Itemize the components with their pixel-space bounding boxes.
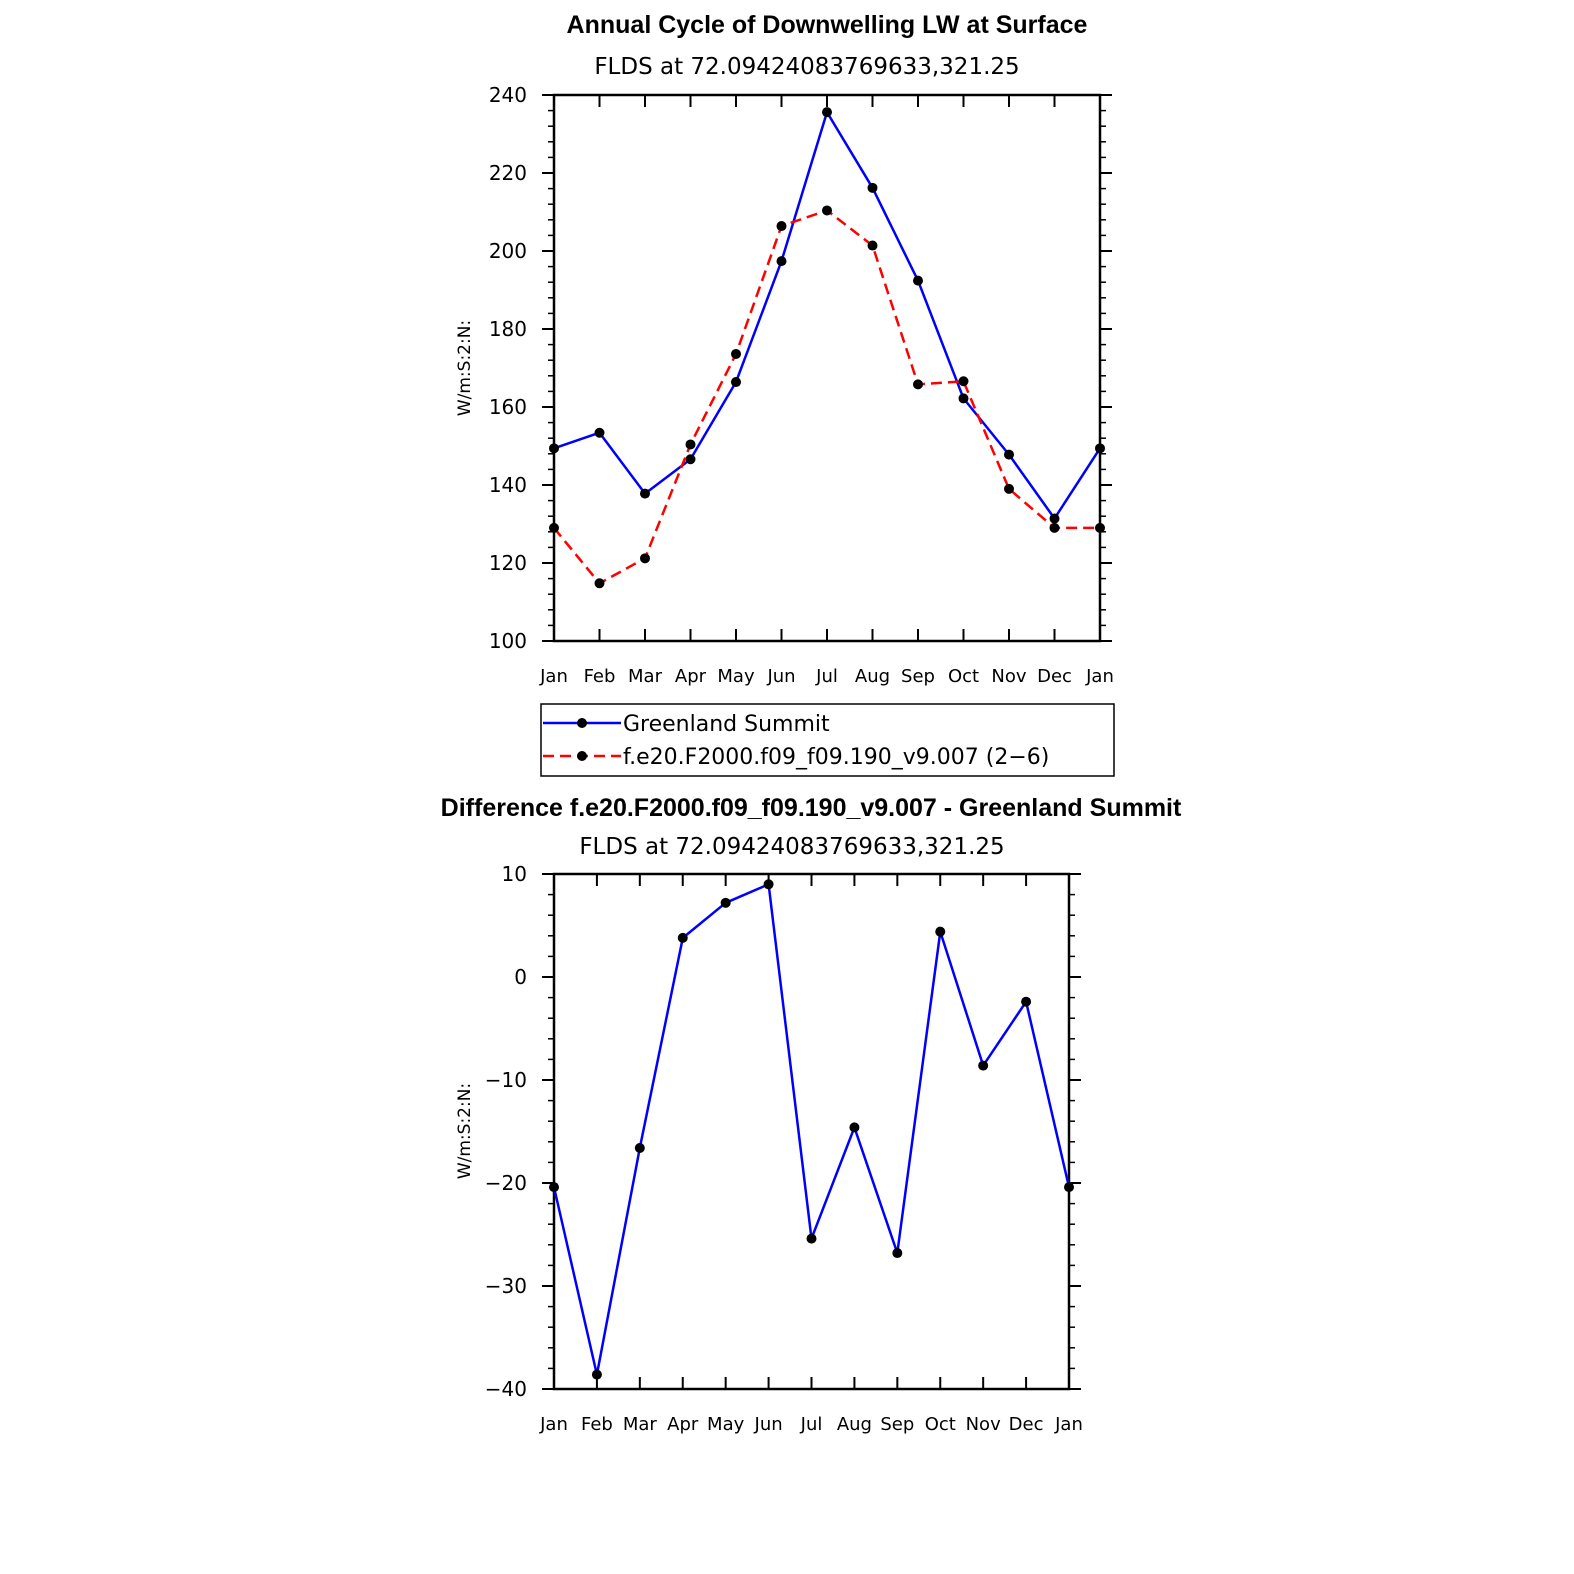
chart2-xtick-label: Jan <box>1054 1414 1083 1435</box>
chart2-series1-point <box>1021 996 1032 1007</box>
chart1-series2-point <box>1049 522 1060 533</box>
chart1-xtick-label: Jul <box>815 666 838 687</box>
chart1-series2-point <box>685 439 696 450</box>
chart2-xtick-label: Mar <box>623 1414 658 1435</box>
chart2-xtick-label: Jun <box>754 1414 783 1435</box>
chart1-series1-line <box>553 110 1102 520</box>
chart2-series1-point <box>1064 1182 1074 1193</box>
chart1-ytick-label: 220 <box>489 161 527 185</box>
chart2-xtick-label: May <box>707 1414 745 1435</box>
chart1-series2-point <box>867 240 878 251</box>
chart1-xtick-label: Jun <box>766 666 795 687</box>
chart2-xtick-label: Aug <box>837 1414 872 1435</box>
chart2-series1-point <box>677 932 688 943</box>
chart1-series1-point <box>1004 449 1014 460</box>
chart1-ytick-label: 200 <box>489 239 527 263</box>
chart1-title: Annual Cycle of Downwelling LW at Surfac… <box>567 11 1088 39</box>
chart1-series1-point <box>958 393 969 404</box>
chart1-xtick-label: Nov <box>991 666 1026 687</box>
legend-label-series2: f.e20.F2000.f09_f09.190_v9.007 (2−6) <box>623 745 1049 770</box>
chart1-series2-point <box>822 205 832 216</box>
chart1-subtitle: FLDS at 72.09424083769633,321.25 <box>594 54 1019 80</box>
chart2-subtitle: FLDS at 72.09424083769633,321.25 <box>579 834 1004 860</box>
chart2-xtick-label: Nov <box>966 1414 1001 1435</box>
chart1-series1-point <box>685 454 696 465</box>
legend-marker-series1 <box>577 718 587 728</box>
chart2-ytick-label: 10 <box>502 862 527 886</box>
chart1-ytick-label: 180 <box>489 317 527 341</box>
chart2-xtick-label: Feb <box>581 1414 613 1435</box>
legend-box <box>540 703 1115 777</box>
chart2-series1-point <box>549 1182 559 1193</box>
chart1-xtick-label: Feb <box>584 666 616 687</box>
chart2-ytick-label: 0 <box>514 965 527 989</box>
chart2-series1-point <box>763 879 774 890</box>
chart1-series1-point <box>1095 443 1105 454</box>
chart2-series1-point <box>849 1122 860 1133</box>
chart1-xtick-label: Jan <box>1085 666 1114 687</box>
chart1-plot: Jan Feb Mar Apr May Jun Jul Aug Sep Oct Nov Dec Jan 1… <box>489 83 1114 687</box>
chart1-xtick-label: May <box>717 666 755 687</box>
chart2-series1-line <box>552 883 1071 1376</box>
chart2-xtick-label: Jan <box>539 1414 568 1435</box>
chart1-series1-point <box>822 107 832 118</box>
chart2-series1-point <box>720 897 731 908</box>
chart1-ytick-label: 240 <box>489 83 527 107</box>
chart2-series1-point <box>806 1233 817 1244</box>
chart1-series2-point <box>1004 483 1014 494</box>
legend-label-series1: Greenland Summit <box>623 712 830 737</box>
chart1-series2-point <box>776 221 787 232</box>
chart1-series1-point <box>1049 513 1060 524</box>
chart1-xtick-label: Mar <box>628 666 663 687</box>
chart1-series1-point <box>594 427 605 438</box>
chart1-series1-point <box>913 275 923 286</box>
chart1-series1-point <box>867 182 878 193</box>
chart1-xtick-label: Sep <box>901 666 935 687</box>
chart2-plot: Jan Feb Mar Apr May Jun Jul Aug Sep Oct Nov Dec Jan−… <box>485 862 1083 1435</box>
chart1-xtick-label: Aug <box>855 666 890 687</box>
chart2-title: Difference f.e20.F2000.f09_f09.190_v9.00… <box>441 794 1182 822</box>
chart1-series1-point <box>549 443 559 454</box>
chart2-ylabel: W/m:S:2:N: <box>455 1083 475 1179</box>
chart2-series1-point <box>935 926 946 937</box>
chart2-ytick-label: −10 <box>485 1068 527 1092</box>
chart1-series2-point <box>640 553 650 564</box>
chart2-ytick-label: −40 <box>485 1377 527 1401</box>
chart2-series1-point <box>978 1060 989 1071</box>
chart2-series1-point <box>892 1248 903 1259</box>
chart1-ytick-label: 160 <box>489 395 527 419</box>
chart1-ytick-label: 120 <box>489 551 527 575</box>
chart2-frame <box>552 872 1071 1391</box>
chart1-series2-point <box>549 522 559 533</box>
chart1-ytick-label: 140 <box>489 473 527 497</box>
chart2-xtick-label: Apr <box>667 1414 699 1435</box>
chart1-legend: Greenland Summit f.e20.F2000.f09_f09.190… <box>540 703 1115 777</box>
chart2-series1-point <box>634 1142 645 1153</box>
chart2-ytick-label: −30 <box>485 1274 527 1298</box>
legend-marker-series2 <box>577 751 587 761</box>
chart1-xtick-label: Jan <box>539 666 568 687</box>
chart1-frame <box>552 93 1102 643</box>
chart1-series1-point <box>640 488 650 499</box>
chart1-ylabel: W/m:S:2:N: <box>455 320 475 416</box>
chart1-xtick-label: Oct <box>948 666 979 687</box>
chart1-series2-point <box>594 578 605 589</box>
chart2-xtick-label: Sep <box>880 1414 914 1435</box>
chart1-series2-point <box>913 379 923 390</box>
chart2-series1-point <box>591 1369 602 1380</box>
chart1-series2-point <box>1095 522 1105 533</box>
chart1-series1-point <box>776 256 787 267</box>
chart1-ytick-label: 100 <box>489 629 527 653</box>
chart1-xtick-label: Dec <box>1037 666 1072 687</box>
chart1-series1-point <box>731 377 741 388</box>
chart1-series2-line <box>553 209 1100 585</box>
chart2-xtick-label: Jul <box>800 1414 823 1435</box>
chart1-series2-point <box>958 376 969 387</box>
chart1-xtick-label: Apr <box>675 666 707 687</box>
chart1-series2-point <box>731 348 741 359</box>
chart2-xtick-label: Dec <box>1009 1414 1044 1435</box>
chart2-xtick-label: Oct <box>925 1414 956 1435</box>
chart2-ytick-label: −20 <box>485 1171 527 1195</box>
